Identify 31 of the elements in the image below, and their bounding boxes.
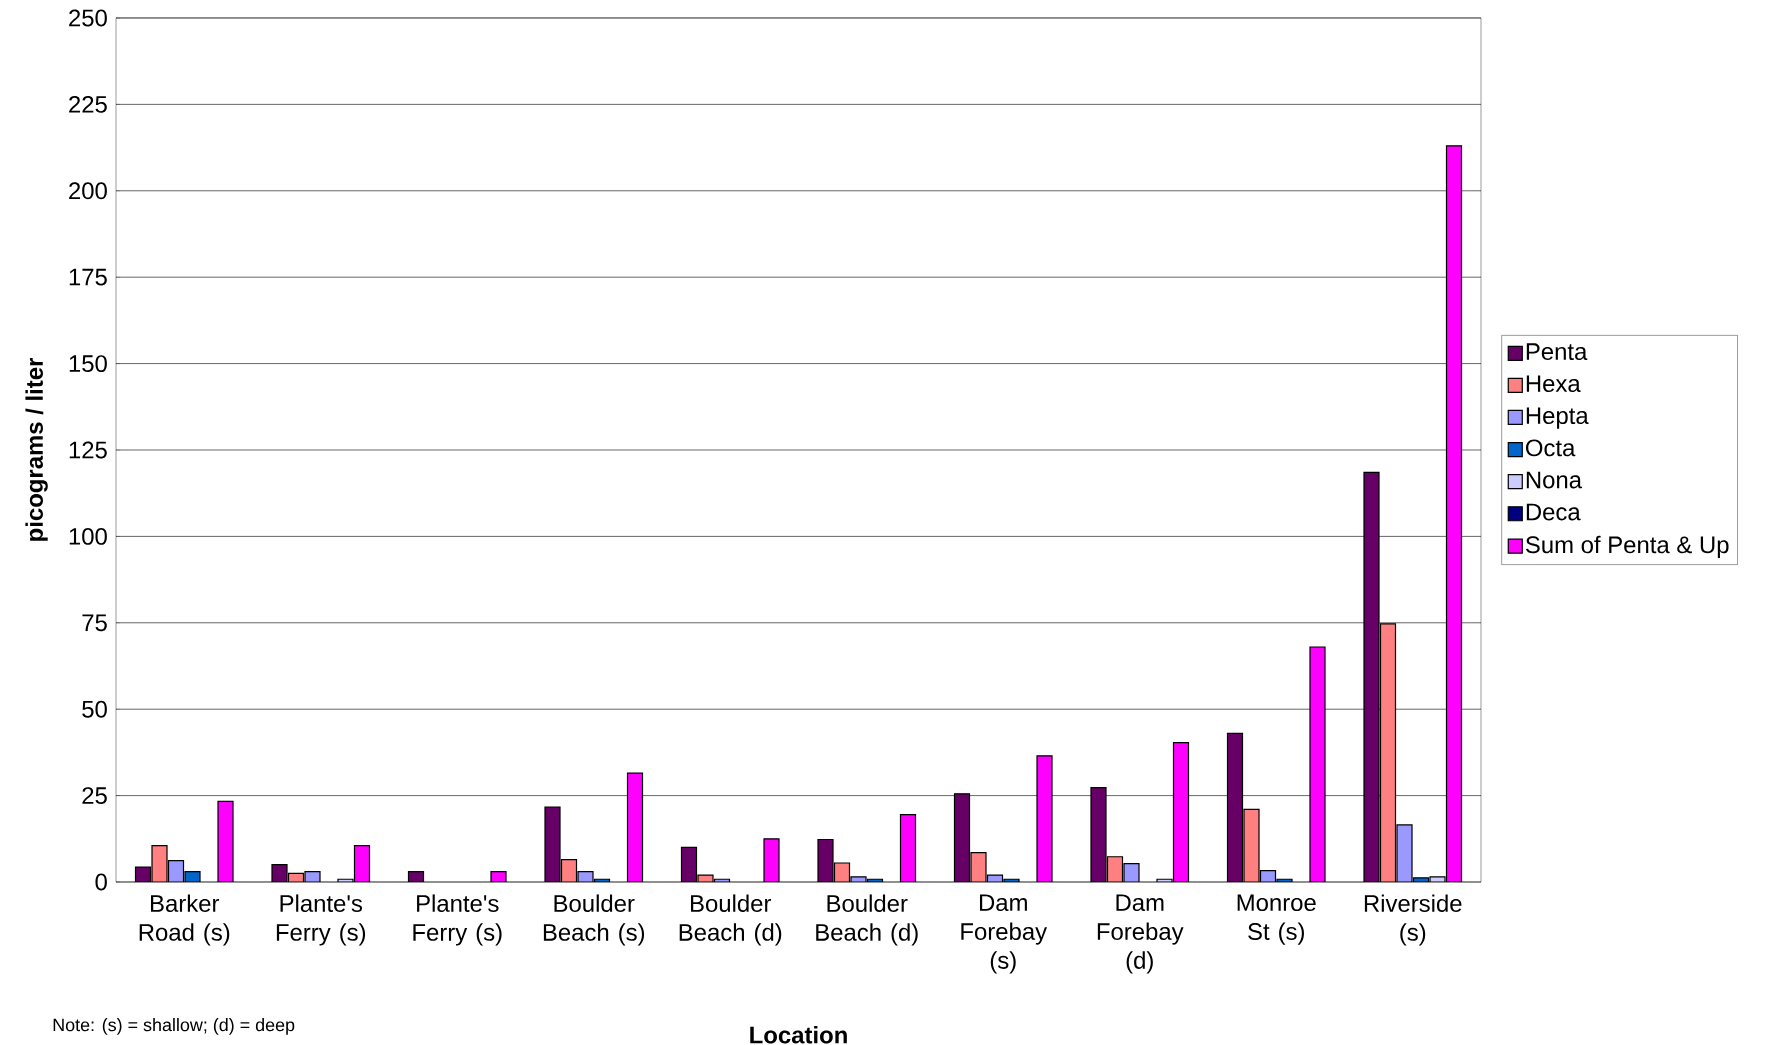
legend-label: Hepta [1526, 407, 1589, 429]
x-tick-label: Barker Road (s) [139, 894, 230, 946]
y-tick-label: 25 [82, 787, 107, 805]
legend-label: Penta [1526, 343, 1588, 361]
y-tick-label: 200 [69, 182, 107, 200]
x-axis-title: Location [750, 1025, 847, 1044]
x-tick-label: Boulder Beach (d) [679, 894, 782, 946]
text: Note: (s) = shallow; (d) = deep [53, 1018, 295, 1035]
y-tick-label: 150 [69, 355, 107, 373]
x-tick-label: Dam Forebay (d) [1097, 894, 1184, 974]
legend-label: Nona [1526, 471, 1583, 489]
x-tick-label: Plante's Ferry (s) [413, 894, 502, 946]
y-tick-label: 75 [82, 614, 107, 632]
y-tick-label: 100 [69, 527, 107, 545]
x-tick-label: Boulder Beach (s) [543, 894, 645, 946]
x-tick-label: Riverside (s) [1364, 894, 1462, 946]
y-tick-label: 50 [82, 700, 107, 718]
y-tick-label: 0 [95, 873, 107, 891]
y-tick-label: 125 [69, 441, 107, 459]
x-tick-label: Boulder Beach (d) [816, 894, 918, 946]
y-axis-title: picograms / liter [25, 358, 48, 541]
y-tick-label: 250 [69, 9, 107, 27]
legend-label: Sum of Penta & Up [1525, 535, 1729, 559]
x-tick-label: Dam Forebay (s) [961, 894, 1048, 974]
legend-label: Deca [1526, 503, 1581, 521]
y-tick-label: 225 [69, 95, 107, 113]
y-tick-label: 175 [69, 268, 107, 286]
x-tick-label: Plante's Ferry (s) [276, 894, 366, 946]
x-tick-label: Monroe St (s) [1237, 894, 1316, 945]
legend-label: Hexa [1526, 375, 1581, 393]
legend-label: Octa [1525, 439, 1576, 457]
